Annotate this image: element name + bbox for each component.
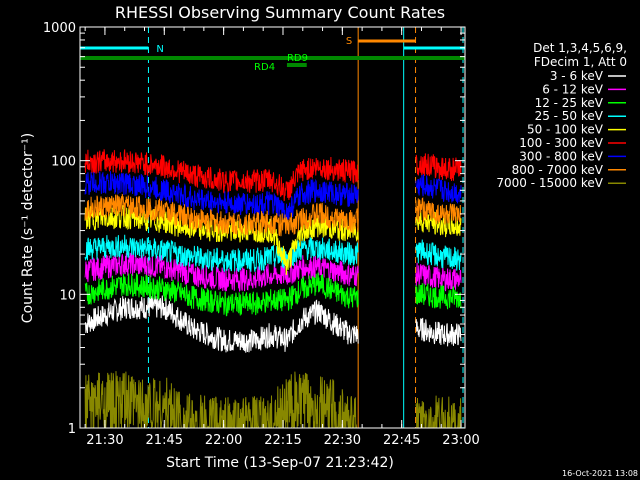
legend-label-4: 50 - 100 keV (527, 123, 604, 137)
legend-label-5: 100 - 300 keV (519, 136, 603, 150)
x-tick-label-1: 21:45 (146, 433, 183, 448)
y-axis-label: Count Rate (s⁻¹ detector⁻¹) (20, 133, 36, 323)
series-line-5 (84, 149, 462, 202)
series-line-6 (84, 171, 462, 226)
y-tick-label-0: 1 (68, 422, 76, 437)
axes: 21:30 21:45 22:00 22:15 22:30 22:45 23:00 1 10 10… (43, 21, 480, 448)
x-tick-label-4: 22:30 (324, 433, 361, 448)
x-tick-label-6: 23:00 (442, 433, 479, 448)
x-axis-label: Start Time (13-Sep-07 21:23:42) (166, 455, 394, 471)
x-tick-label-2: 22:00 (205, 433, 242, 448)
x-tick-label-3: 22:15 (264, 433, 301, 448)
chart-title: RHESSI Observing Summary Count Rates (115, 3, 445, 22)
series-layer (84, 149, 462, 430)
flag-label-rd4: RD4 (254, 62, 275, 73)
x-tick-label-0: 21:30 (86, 433, 123, 448)
series-line-0 (84, 295, 462, 353)
plot-frame (79, 26, 466, 429)
legend-label-0: 3 - 6 keV (550, 69, 604, 83)
footer-date: 16-Oct-2021 13:08 (562, 469, 638, 478)
flag-label-n: N (156, 44, 163, 55)
legend-label-1: 6 - 12 keV (542, 82, 604, 96)
legend-header-2: FDecim 1, Att 0 (534, 55, 627, 69)
flag-bars: N RD9 RD4 S (80, 36, 465, 73)
series-line-2 (84, 272, 462, 317)
y-tick-label-3: 1000 (43, 21, 76, 36)
flag-label-s: S (346, 36, 352, 47)
y-tick-label-1: 10 (59, 288, 76, 303)
flag-label-rd9: RD9 (287, 53, 308, 64)
series-line-8 (84, 371, 462, 430)
legend-label-6: 300 - 800 keV (519, 149, 603, 163)
x-tick-label-5: 22:45 (383, 433, 420, 448)
y-tick-label-2: 100 (51, 155, 76, 170)
legend-label-2: 12 - 25 keV (535, 96, 604, 110)
legend-header-1: Det 1,3,4,5,6,9, (533, 41, 627, 55)
legend-label-7: 800 - 7000 keV (512, 163, 604, 177)
series-line-7 (84, 193, 462, 237)
legend: Det 1,3,4,5,6,9, FDecim 1, Att 0 3 - 6 k… (496, 41, 627, 190)
legend-label-3: 25 - 50 keV (535, 109, 604, 123)
series-line-3 (84, 234, 462, 273)
legend-label-8: 7000 - 15000 keV (496, 176, 603, 190)
